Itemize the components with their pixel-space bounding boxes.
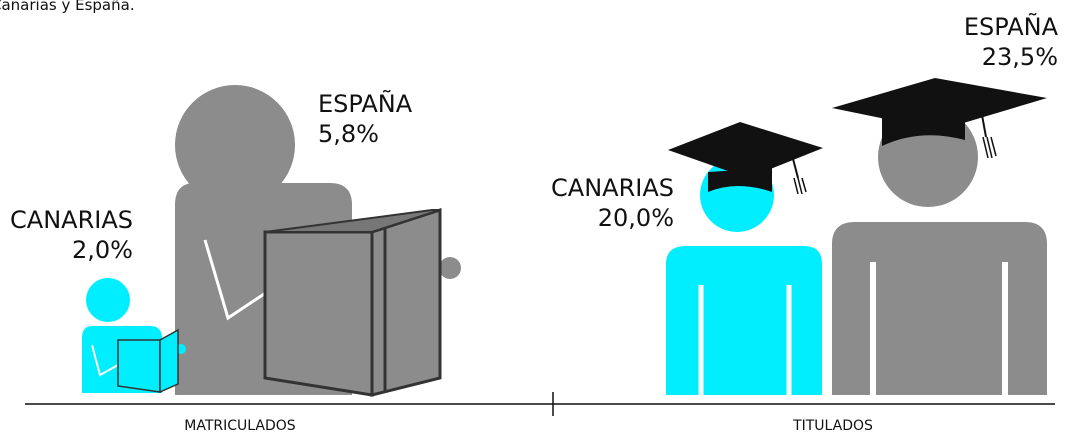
value-label: 23,5%: [982, 43, 1058, 71]
value-label: 20,0%: [598, 204, 674, 232]
group-label: MATRICULADOS: [184, 418, 295, 434]
intro-text: Canarias y España.: [0, 0, 135, 14]
espana-graduate-icon: [832, 78, 1047, 395]
canarias-reader-icon: [82, 278, 186, 394]
region-label: CANARIAS: [551, 174, 674, 202]
espana-reader-icon: [175, 85, 461, 397]
region-label: CANARIAS: [10, 206, 133, 234]
canarias-graduate-icon: [666, 122, 823, 395]
region-label: ESPAÑA: [318, 88, 413, 118]
group-label: TITULADOS: [792, 418, 873, 434]
value-label: 5,8%: [318, 120, 379, 148]
value-label: 2,0%: [72, 236, 133, 264]
region-label: ESPAÑA: [964, 11, 1059, 41]
